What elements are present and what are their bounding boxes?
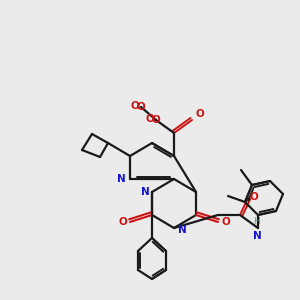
Text: O: O — [130, 101, 139, 111]
Text: O: O — [118, 217, 127, 227]
Text: N: N — [141, 187, 150, 197]
Text: O: O — [152, 115, 160, 125]
Text: O: O — [195, 109, 204, 119]
Text: O: O — [145, 114, 154, 124]
Text: H: H — [254, 217, 260, 226]
Text: O: O — [250, 192, 259, 202]
Text: O: O — [136, 102, 146, 112]
Text: N: N — [117, 174, 126, 184]
Text: O: O — [221, 217, 230, 227]
Text: N: N — [253, 231, 261, 241]
Text: N: N — [178, 225, 187, 235]
